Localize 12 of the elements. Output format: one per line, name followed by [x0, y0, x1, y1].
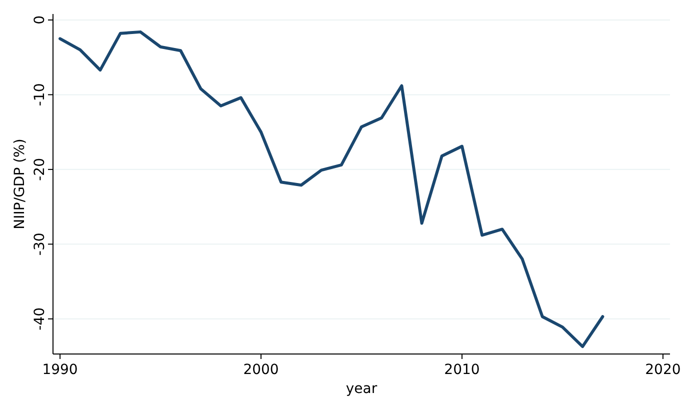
line-series	[58, 30, 604, 348]
y-tick-label: -40	[32, 307, 48, 330]
y-tick-label: 0	[32, 16, 48, 24]
x-tick-label: 2000	[243, 362, 279, 378]
y-axis-title: NIIP/GDP (%)	[12, 138, 28, 230]
y-tick-label: -10	[32, 83, 48, 106]
y-tick-label: -20	[32, 158, 48, 181]
x-tick-label: 2010	[444, 362, 480, 378]
y-tick-label: -30	[32, 232, 48, 256]
x-axis-title: year	[346, 381, 378, 397]
x-tick-label: 2020	[645, 362, 681, 378]
x-tick-label: 1990	[42, 362, 78, 378]
